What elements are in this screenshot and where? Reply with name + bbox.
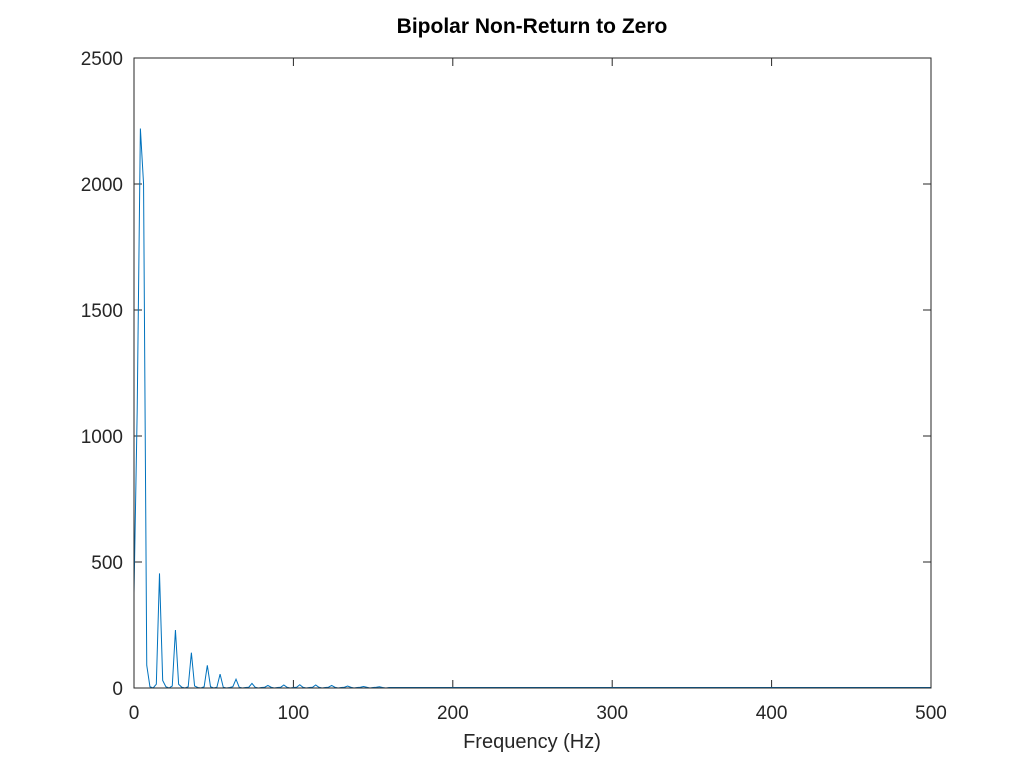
chart-title: Bipolar Non-Return to Zero (397, 15, 668, 38)
y-tick-label: 1500 (81, 301, 123, 322)
plot-area (134, 58, 931, 688)
y-tick-label: 0 (112, 679, 123, 700)
x-tick-label: 100 (278, 703, 310, 724)
y-tick-label: 500 (91, 553, 123, 574)
x-tick-label: 200 (437, 703, 469, 724)
x-tick-label: 400 (756, 703, 788, 724)
y-tick-label: 1000 (81, 427, 123, 448)
x-tick-label: 500 (915, 703, 947, 724)
x-axis-label: Frequency (Hz) (463, 731, 601, 753)
x-tick-label: 300 (596, 703, 628, 724)
axis-ticks: 0 100 200 300 400 500 0 500 1000 1500 2000 2500 (81, 49, 947, 724)
x-tick-label: 0 (129, 703, 140, 724)
axes-box (133, 57, 932, 689)
y-tick-label: 2000 (81, 175, 123, 196)
y-tick-label: 2500 (81, 49, 123, 70)
